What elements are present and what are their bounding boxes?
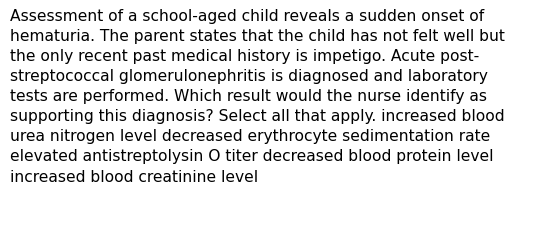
- Text: Assessment of a school-aged child reveals a sudden onset of
hematuria. The paren: Assessment of a school-aged child reveal…: [10, 9, 505, 184]
